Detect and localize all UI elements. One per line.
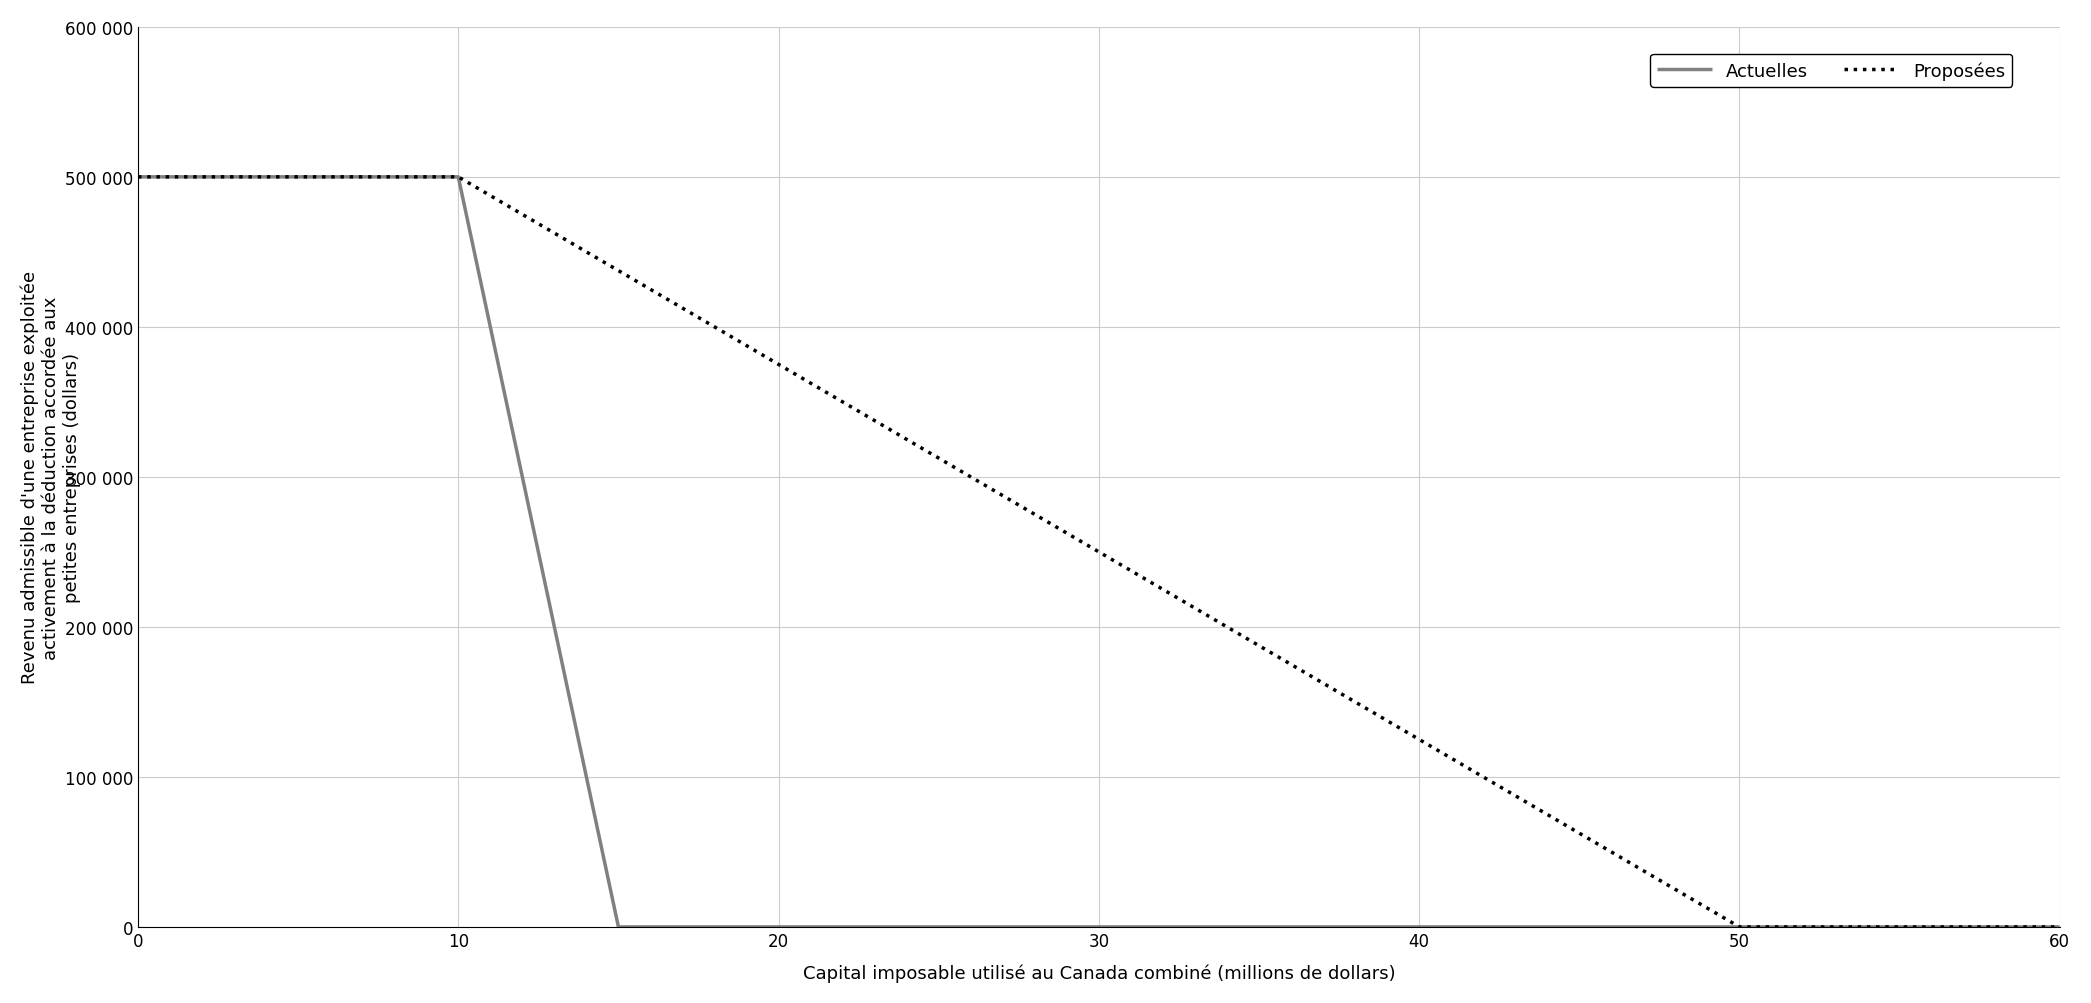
Actuelles xyxy=(2047,921,2072,933)
X-axis label: Capital imposable utilisé au Canada combiné (millions de dollars): Capital imposable utilisé au Canada comb… xyxy=(803,964,1395,982)
Actuelles xyxy=(445,172,470,184)
Proposées xyxy=(2047,921,2072,933)
Line: Actuelles: Actuelles xyxy=(138,178,2060,927)
Actuelles xyxy=(125,172,151,184)
Proposées xyxy=(445,172,470,184)
Proposées xyxy=(125,172,151,184)
Legend: Actuelles, Proposées: Actuelles, Proposées xyxy=(1650,55,2012,87)
Line: Proposées: Proposées xyxy=(138,178,2060,927)
Proposées xyxy=(1727,921,1752,933)
Y-axis label: Revenu admissible d'une entreprise exploitée
activement à la déduction accordée : Revenu admissible d'une entreprise explo… xyxy=(21,271,82,684)
Actuelles xyxy=(606,921,631,933)
